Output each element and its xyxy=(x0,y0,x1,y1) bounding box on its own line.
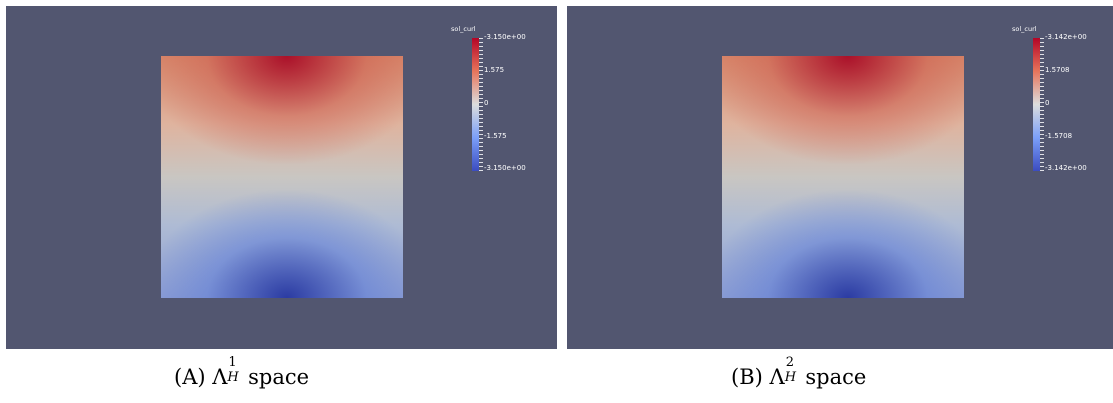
colorbar-title: sol_curl xyxy=(1012,25,1037,33)
caption-symbol: Λ xyxy=(769,365,785,389)
colorbar-label-upper: 1.5708 xyxy=(1045,66,1070,74)
caption-letter: (B) xyxy=(731,365,763,389)
figure-panel-a: sol_curl -3.150e+00 1.575 0 -1.575 -3.15… xyxy=(6,6,557,349)
colorbar-label-min: -3.142e+00 xyxy=(1045,164,1087,172)
colorbar-label-max: -3.150e+00 xyxy=(484,33,526,41)
colorbar-title: sol_curl xyxy=(451,25,476,33)
colorbar-label-max: -3.142e+00 xyxy=(1045,33,1087,41)
caption-letter: (A) xyxy=(174,365,206,389)
caption-subscript: H xyxy=(227,370,239,385)
colorbar-ticks xyxy=(1040,38,1044,171)
colorbar xyxy=(1033,38,1040,171)
colorbar-label-lower: -1.575 xyxy=(484,132,507,140)
colorbar xyxy=(472,38,479,171)
caption-text: space xyxy=(248,365,310,389)
caption-symbol: Λ xyxy=(212,365,228,389)
caption-subscript: H xyxy=(784,370,797,385)
colorbar-label-lower: -1.5708 xyxy=(1045,132,1073,140)
caption-text: space xyxy=(805,365,867,389)
curl-field-plot xyxy=(722,56,964,298)
curl-field-plot xyxy=(161,56,403,298)
colorbar-label-zero: 0 xyxy=(1045,99,1050,107)
colorbar-label-zero: 0 xyxy=(484,99,489,107)
caption-superscript: 1 xyxy=(228,355,237,370)
caption-superscript: 2 xyxy=(785,355,794,370)
colorbar-label-upper: 1.575 xyxy=(484,66,505,74)
figure-panel-b: sol_curl -3.142e+00 1.5708 0 -1.5708 -3.… xyxy=(567,6,1113,349)
colorbar-label-min: -3.150e+00 xyxy=(484,164,526,172)
colorbar-ticks xyxy=(479,38,483,171)
